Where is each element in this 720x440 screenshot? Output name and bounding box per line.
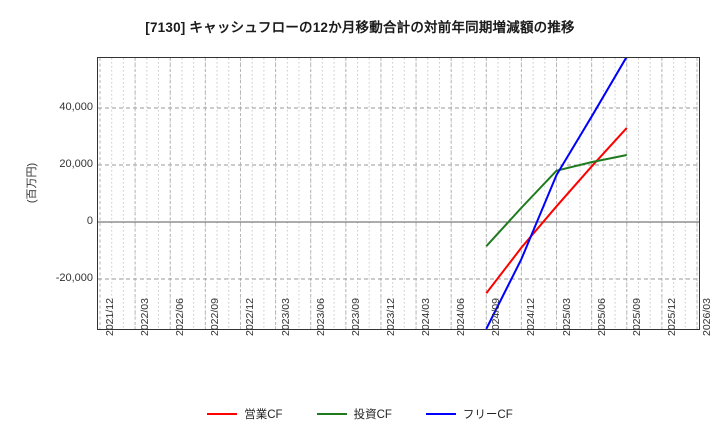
chart-title: [7130] キャッシュフローの12か月移動合計の対前年同期増減額の推移 bbox=[145, 20, 575, 35]
legend-line-icon bbox=[207, 412, 238, 416]
y-tick-label: -20,000 bbox=[55, 272, 93, 284]
legend-line-icon bbox=[425, 412, 456, 416]
y-tick-label: 0 bbox=[86, 215, 93, 227]
series-line bbox=[485, 154, 627, 247]
y-tick-label: 40,000 bbox=[59, 101, 93, 113]
x-tick-label: 2022/06 bbox=[174, 298, 187, 336]
legend-line-icon bbox=[316, 412, 347, 416]
x-tick-label: 2025/09 bbox=[630, 298, 643, 336]
plot-border bbox=[97, 57, 700, 330]
x-tick-label: 2024/06 bbox=[455, 298, 468, 336]
legend-item-free-cf[interactable]: フリーCF bbox=[425, 406, 513, 422]
x-tick-label: 2023/03 bbox=[279, 298, 292, 336]
x-tick-label: 2023/09 bbox=[349, 298, 362, 336]
x-tick-label: 2024/09 bbox=[490, 298, 503, 336]
series-line bbox=[485, 57, 628, 330]
legend-item-label: 営業CF bbox=[244, 409, 283, 421]
x-tick-label: 2023/12 bbox=[384, 298, 397, 336]
x-tick-label: 2025/06 bbox=[595, 298, 608, 336]
minor-gridlines bbox=[111, 58, 698, 329]
x-tick-label: 2022/12 bbox=[244, 298, 257, 336]
chart-canvas bbox=[97, 57, 700, 330]
x-tick-label: 2022/03 bbox=[139, 298, 152, 336]
x-tick-label: 2021/12 bbox=[104, 298, 116, 336]
x-axis-labels: 2021/12 2022/03 2022/06 2022/09 2022/12 2023/… bbox=[97, 298, 713, 394]
y-axis-labels: (百万円) 40,000 20,000 0 -20,000 bbox=[0, 0, 93, 440]
legend-item-label: 投資CF bbox=[353, 409, 392, 421]
chart-legend: 営業CF 投資CF フリーCF bbox=[0, 406, 720, 422]
major-gridlines-x bbox=[99, 58, 698, 329]
major-gridlines-y bbox=[98, 107, 699, 280]
x-tick-label: 2024/12 bbox=[525, 298, 538, 336]
legend-item-investing-cf[interactable]: 投資CF bbox=[316, 406, 392, 422]
x-tick-label: 2024/03 bbox=[420, 298, 433, 336]
x-tick-label: 2026/03 bbox=[701, 298, 713, 336]
y-tick-label: 20,000 bbox=[59, 158, 93, 170]
x-tick-label: 2025/12 bbox=[665, 298, 678, 336]
x-tick-label: 2025/03 bbox=[560, 298, 573, 336]
series-line bbox=[485, 127, 628, 294]
plot-area bbox=[97, 57, 700, 330]
x-tick-label: 2022/09 bbox=[209, 298, 222, 336]
legend-item-operating-cf[interactable]: 営業CF bbox=[207, 406, 283, 422]
x-tick-label: 2023/06 bbox=[314, 298, 327, 336]
legend-item-label: フリーCF bbox=[462, 409, 513, 421]
series-lines bbox=[485, 57, 628, 330]
